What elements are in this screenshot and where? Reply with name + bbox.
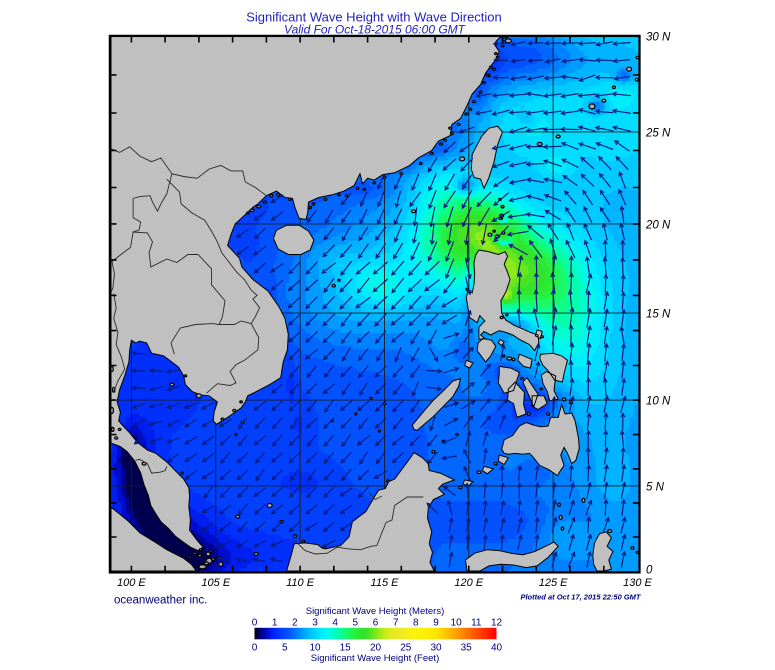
svg-text:7: 7 xyxy=(393,618,399,629)
svg-text:110 E: 110 E xyxy=(286,577,315,589)
svg-text:5: 5 xyxy=(353,618,359,629)
svg-text:8: 8 xyxy=(413,618,419,629)
svg-text:3: 3 xyxy=(312,618,318,629)
svg-text:11: 11 xyxy=(471,618,482,629)
svg-text:6: 6 xyxy=(373,618,379,629)
svg-text:5 N: 5 N xyxy=(646,481,665,493)
svg-text:10: 10 xyxy=(451,618,463,629)
svg-text:125 E: 125 E xyxy=(539,577,568,589)
svg-text:120 E: 120 E xyxy=(454,577,483,589)
svg-text:30 N: 30 N xyxy=(646,32,671,44)
svg-text:9: 9 xyxy=(433,618,439,629)
svg-text:10: 10 xyxy=(309,643,321,654)
svg-text:4: 4 xyxy=(332,618,338,629)
svg-text:Valid For Oct-18-2015 06:00 GM: Valid For Oct-18-2015 06:00 GMT xyxy=(284,23,467,37)
svg-text:Plotted at Oct 17, 2015 22:50: Plotted at Oct 17, 2015 22:50 GMT xyxy=(520,593,641,602)
svg-text:Significant Wave Height (Meter: Significant Wave Height (Meters) xyxy=(306,606,445,617)
svg-text:0: 0 xyxy=(252,618,258,629)
svg-text:20 N: 20 N xyxy=(645,219,671,231)
svg-text:100 E: 100 E xyxy=(117,577,146,589)
svg-text:0: 0 xyxy=(252,643,258,654)
svg-text:25 N: 25 N xyxy=(645,127,671,139)
svg-text:Significant Wave Height with W: Significant Wave Height with Wave Direct… xyxy=(246,10,502,25)
svg-text:115 E: 115 E xyxy=(371,577,400,589)
svg-text:105 E: 105 E xyxy=(201,577,230,589)
svg-text:20: 20 xyxy=(370,643,382,654)
svg-text:5: 5 xyxy=(282,643,288,654)
svg-text:130 E: 130 E xyxy=(623,577,652,589)
svg-text:40: 40 xyxy=(491,643,503,654)
svg-text:Significant Wave Height (Feet): Significant Wave Height (Feet) xyxy=(311,653,439,664)
svg-text:25: 25 xyxy=(400,643,412,654)
svg-text:1: 1 xyxy=(272,618,278,629)
svg-text:15 N: 15 N xyxy=(646,309,671,321)
svg-text:30: 30 xyxy=(430,643,442,654)
svg-text:15: 15 xyxy=(340,643,352,654)
svg-text:35: 35 xyxy=(461,643,473,654)
svg-text:2: 2 xyxy=(292,618,298,629)
svg-text:oceanweather inc.: oceanweather inc. xyxy=(114,595,207,607)
svg-text:12: 12 xyxy=(491,618,503,629)
svg-text:10 N: 10 N xyxy=(646,396,671,408)
svg-text:0: 0 xyxy=(646,565,653,577)
